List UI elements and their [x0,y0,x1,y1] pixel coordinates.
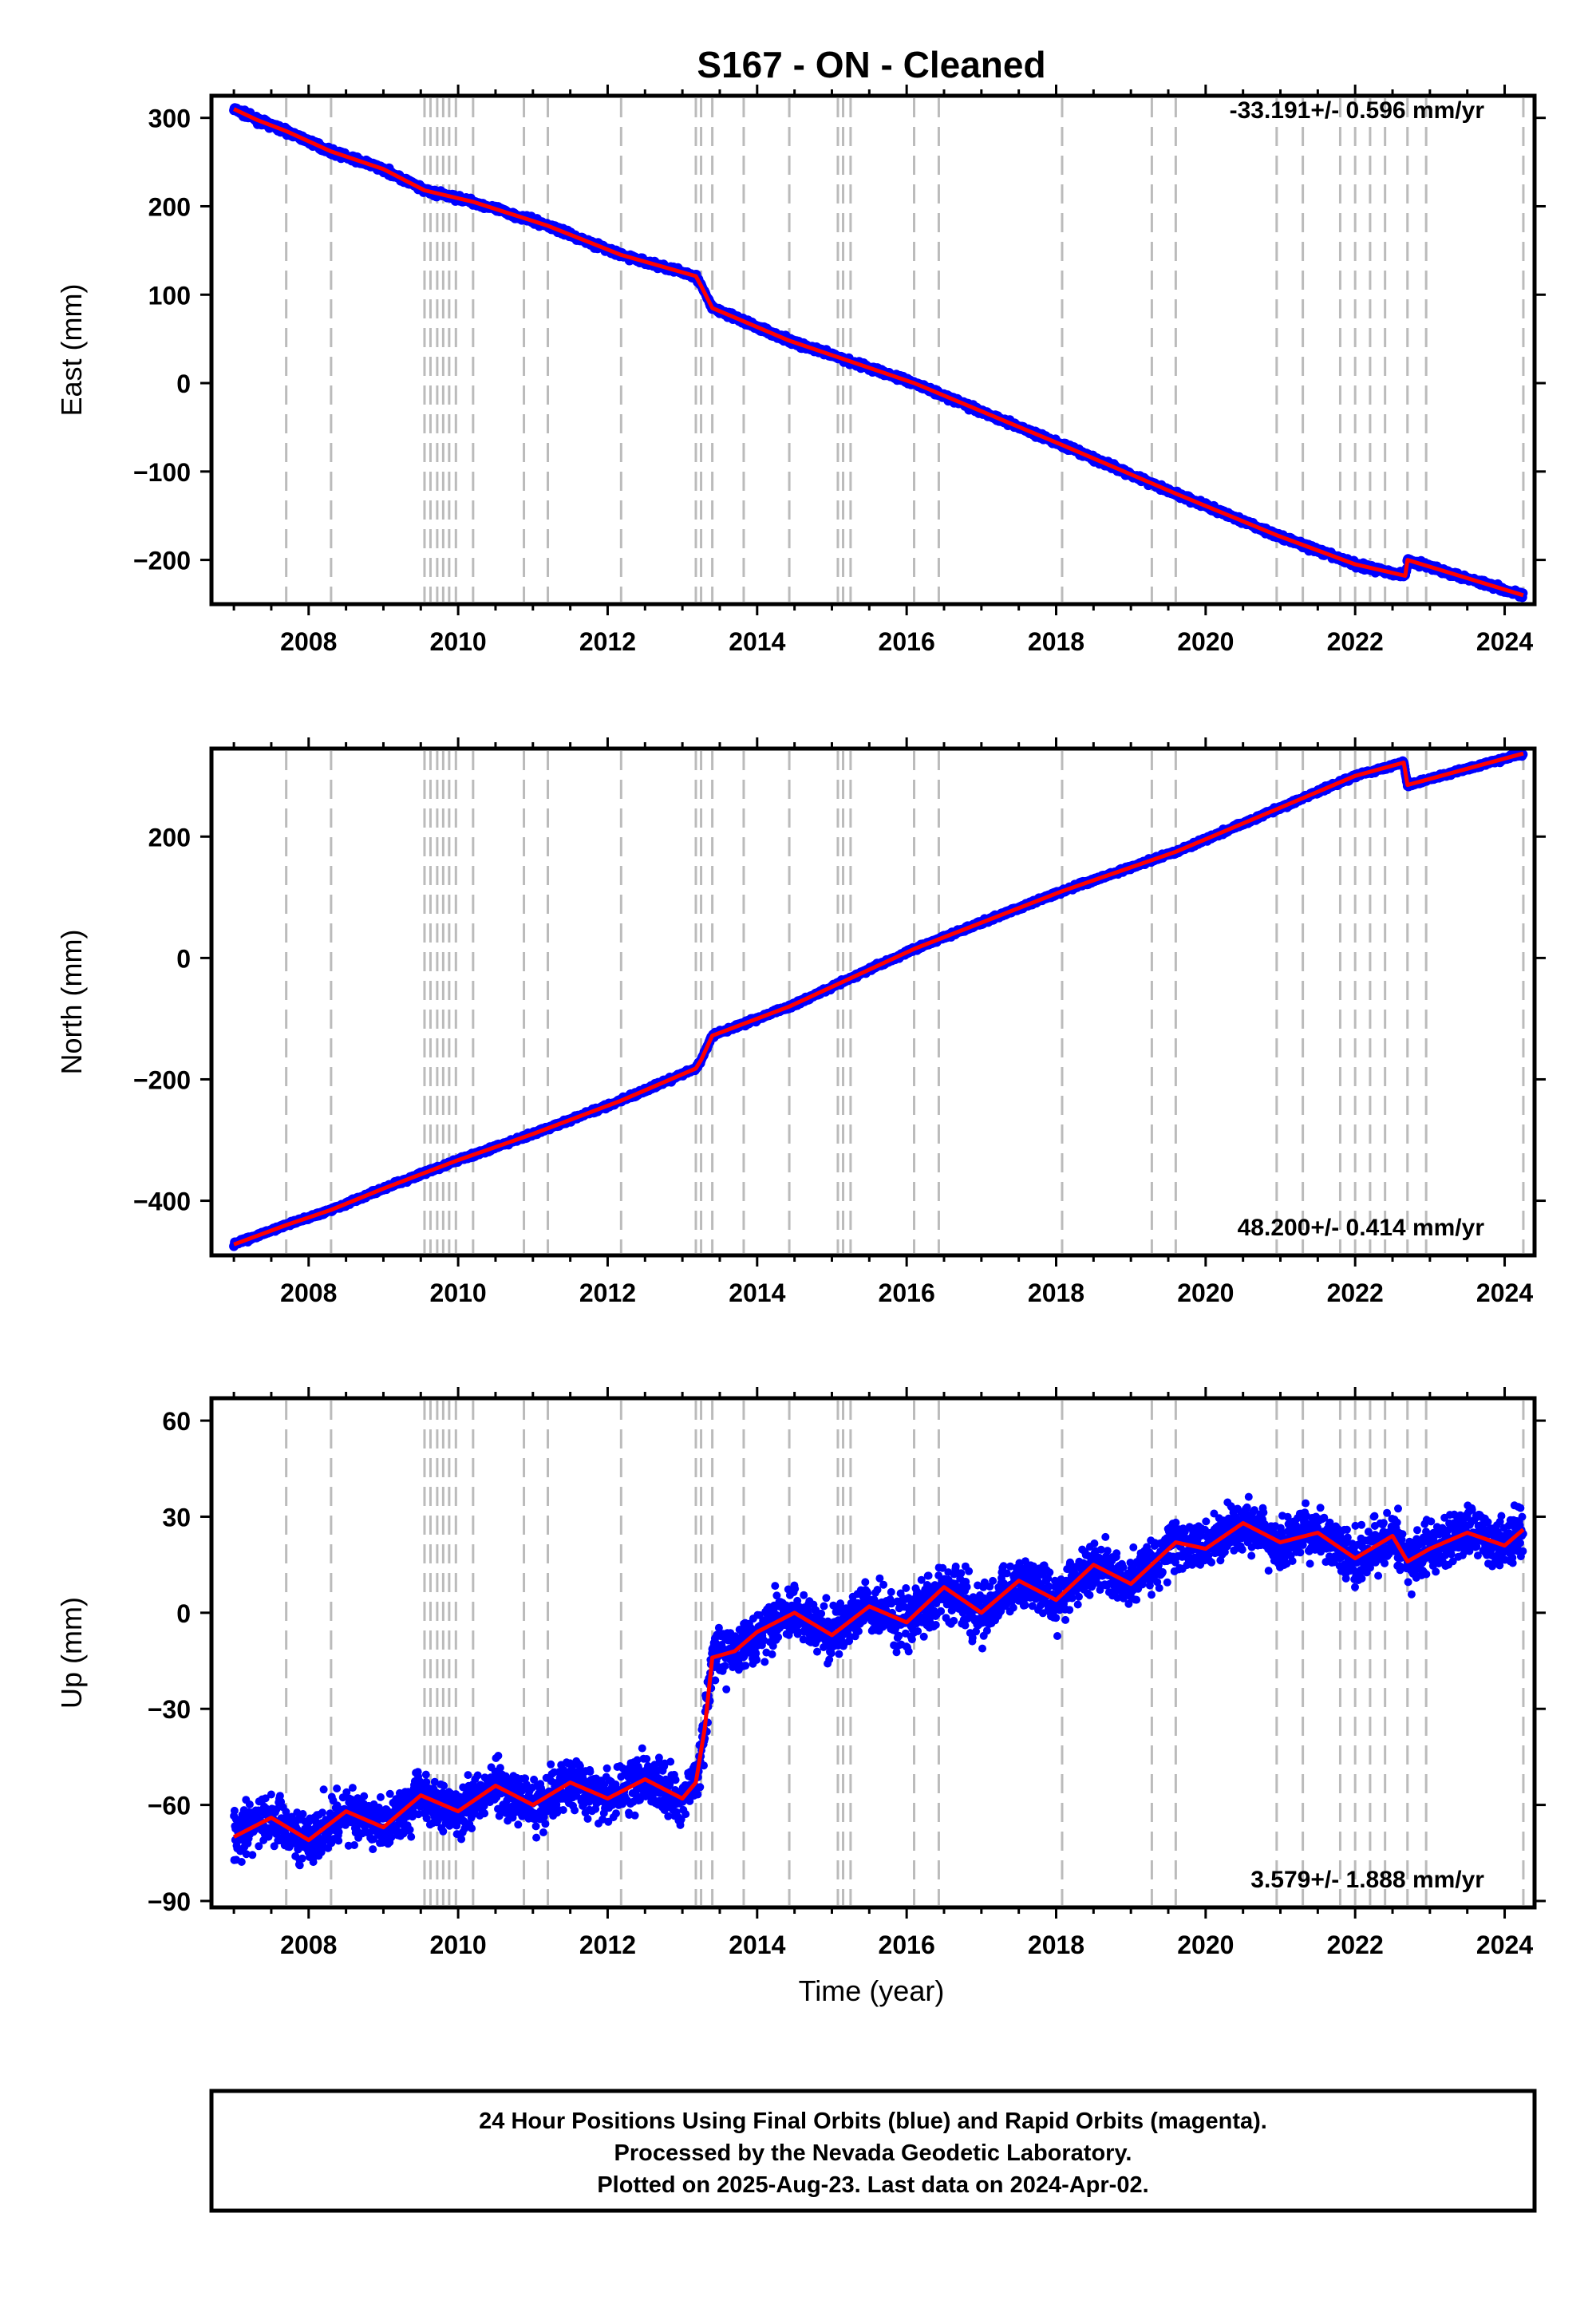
east-x-tick-label: 2022 [1327,627,1384,656]
east-x-tick-label: 2020 [1177,627,1234,656]
east-y-tick-label: 200 [148,192,191,221]
east-data-points [229,103,1528,603]
east-y-tick-label: −200 [133,547,191,575]
east-rate-label: -33.191+/- 0.596 mm/yr [1230,97,1485,124]
east-x-tick-label: 2024 [1476,627,1533,656]
east-x-tick-label: 2014 [729,627,785,656]
east-y-axis-label: East (mm) [55,284,88,417]
east-x-tick-label: 2010 [430,627,487,656]
east-y-tick-label: 0 [176,370,191,398]
north-panel: 2008 2010 2012 2014 2016 2018 2020 2022 2024−400… [55,737,1546,1307]
chart-title: S167 - ON - Cleaned [697,44,1045,85]
east-y-tick-label: 100 [148,281,191,310]
east-y-tick-label: 300 [148,105,191,133]
east-y-tick-label: −100 [133,458,191,487]
east-model-line [233,107,1524,598]
east-x-tick-label: 2018 [1028,627,1084,656]
east-x-tick-label: 2016 [879,627,935,656]
east-x-tick-label: 2008 [280,627,337,656]
east-x-tick-label: 2012 [579,627,636,656]
east-panel: 2008 2010 2012 2014 2016 2018 2020 2022 2024 −200… [55,85,1546,656]
east-plot-frame [209,93,1537,607]
